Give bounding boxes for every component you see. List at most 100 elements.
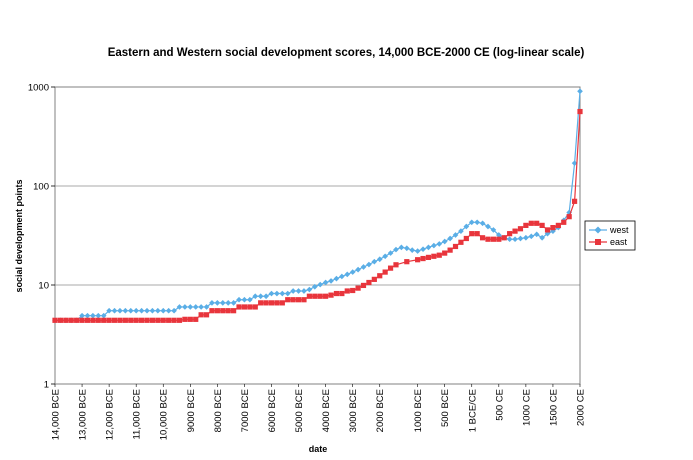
legend-box: [584, 220, 636, 251]
data-point-west: [268, 290, 275, 297]
y-axis-ticks: 1 10 100 1000: [28, 83, 55, 391]
data-point-east: [149, 317, 156, 323]
data-point-east: [474, 231, 480, 237]
data-point-west: [447, 235, 453, 242]
data-point-west: [295, 288, 302, 294]
data-point-west: [149, 307, 156, 314]
data-point-west: [187, 304, 194, 310]
y-tick-label: 10: [38, 281, 49, 292]
data-point-west: [333, 275, 340, 282]
data-point-west: [452, 232, 459, 238]
data-point-east: [360, 282, 367, 289]
data-point-west: [328, 278, 334, 284]
data-point-west: [344, 271, 351, 278]
data-point-west: [203, 304, 210, 310]
data-point-east: [133, 317, 139, 323]
data-point-east: [138, 317, 145, 323]
gridlines: [55, 185, 580, 286]
data-point-west: [133, 307, 140, 314]
x-tick-label: 1 BCE/CE: [467, 389, 478, 432]
data-point-west: [366, 261, 372, 268]
series-east: [52, 108, 583, 323]
data-point-east: [479, 235, 486, 241]
data-point-east: [561, 219, 567, 225]
data-point-east: [295, 297, 302, 303]
data-point-east: [512, 228, 518, 234]
data-point-west: [528, 233, 535, 240]
data-point-west: [111, 307, 118, 314]
data-point-west: [155, 307, 161, 314]
data-point-east: [160, 317, 166, 323]
data-point-west: [176, 304, 183, 310]
data-point-west: [225, 300, 232, 306]
y-tick-label: 100: [33, 182, 49, 193]
data-point-east: [176, 317, 183, 323]
data-point-east: [544, 227, 551, 233]
x-tick-label: 13,000 BCE: [78, 389, 89, 440]
data-point-east: [57, 317, 64, 323]
data-point-east: [301, 297, 307, 303]
data-point-west: [517, 235, 524, 242]
legend-label-west: west: [609, 225, 629, 235]
data-point-west: [409, 247, 416, 253]
data-point-west: [84, 312, 91, 319]
data-point-west: [349, 269, 356, 275]
x-tick-label: 10,000 BCE: [159, 389, 170, 440]
data-point-west: [311, 283, 318, 290]
data-point-east: [166, 317, 172, 323]
data-point-west: [463, 223, 470, 230]
data-point-west: [117, 307, 123, 314]
data-point-west: [241, 296, 248, 303]
data-point-west: [257, 293, 264, 300]
y-tick-label: 1000: [28, 83, 49, 94]
data-point-west: [387, 250, 394, 256]
data-point-west: [100, 312, 107, 319]
data-point-east: [485, 236, 491, 242]
x-tick-label: 1500 CE: [548, 389, 559, 426]
data-point-east: [355, 285, 361, 291]
data-point-east: [101, 317, 107, 323]
data-point-east: [209, 308, 215, 314]
data-point-east: [247, 304, 253, 310]
data-point-west: [79, 312, 85, 319]
data-point-west: [252, 293, 259, 300]
data-point-west: [403, 245, 410, 252]
data-point-east: [323, 293, 329, 299]
data-point-west: [284, 290, 291, 297]
data-point-east: [203, 312, 210, 318]
data-point-east: [279, 300, 285, 306]
data-point-west: [247, 296, 253, 303]
x-tick-label: 4000 BCE: [321, 389, 332, 432]
data-point-east: [84, 317, 91, 323]
data-point-east: [155, 317, 161, 323]
data-point-west: [436, 241, 443, 247]
data-point-west: [355, 266, 361, 273]
data-point-east: [469, 231, 475, 237]
legend-label-east: east: [610, 237, 628, 247]
data-point-west: [458, 228, 464, 234]
data-point-east: [382, 269, 388, 275]
x-tick-label: 8000 BCE: [213, 389, 224, 432]
data-point-east: [128, 317, 134, 323]
data-point-west: [230, 300, 237, 306]
data-point-east: [415, 257, 421, 263]
data-point-west: [360, 264, 367, 270]
data-point-east: [225, 308, 231, 314]
data-point-east: [220, 308, 226, 314]
data-point-west: [219, 300, 226, 306]
data-point-east: [452, 243, 459, 250]
x-tick-label: 5000 BCE: [294, 389, 305, 432]
x-tick-label: 2000 BCE: [375, 389, 386, 432]
data-point-east: [458, 239, 464, 245]
plot-area: [54, 86, 581, 385]
data-point-west: [95, 312, 102, 319]
data-point-east: [312, 293, 318, 299]
data-point-east: [339, 290, 345, 297]
data-point-west: [512, 236, 518, 243]
data-point-east: [268, 300, 275, 306]
data-point-west: [192, 304, 199, 310]
data-point-east: [566, 214, 572, 220]
data-point-east: [290, 297, 296, 303]
data-point-west: [317, 281, 324, 288]
data-point-east: [328, 292, 334, 298]
